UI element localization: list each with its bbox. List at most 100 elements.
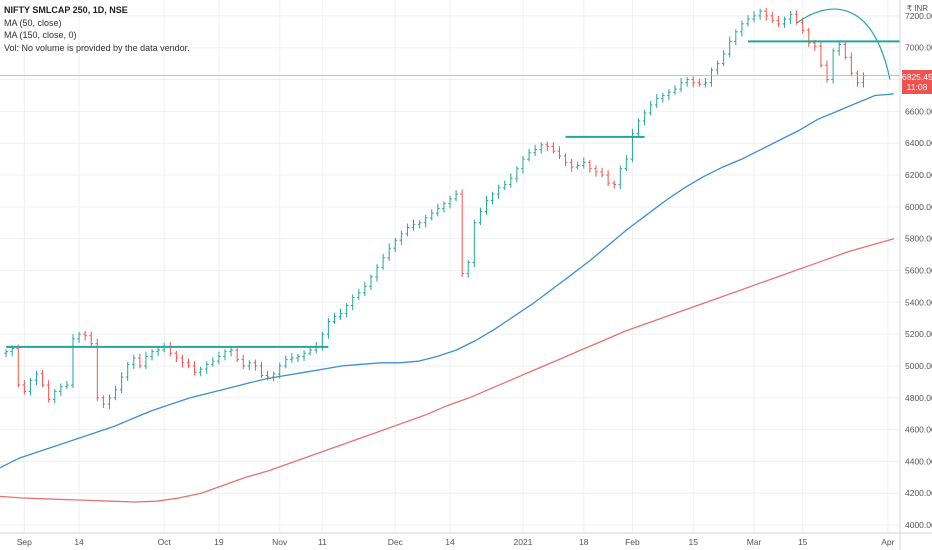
ohlc-bar[interactable] xyxy=(344,303,349,318)
ohlc-bar[interactable] xyxy=(284,355,288,369)
ohlc-bar[interactable] xyxy=(156,346,160,357)
ohlc-bar[interactable] xyxy=(192,361,197,376)
ohlc-bar[interactable] xyxy=(533,144,537,156)
ohlc-bar[interactable] xyxy=(697,78,702,87)
ohlc-bar[interactable] xyxy=(223,349,227,361)
arc-annotation[interactable] xyxy=(796,8,891,80)
ohlc-bar[interactable] xyxy=(101,395,106,409)
ohlc-bar[interactable] xyxy=(417,220,422,229)
ohlc-bar[interactable] xyxy=(253,359,258,371)
ohlc-bar[interactable] xyxy=(138,354,142,369)
ohlc-bar[interactable] xyxy=(125,361,130,382)
ohlc-bar[interactable] xyxy=(575,161,580,170)
ohlc-bar[interactable] xyxy=(521,155,525,174)
ohlc-bar[interactable] xyxy=(685,77,689,87)
ohlc-bar[interactable] xyxy=(204,361,209,374)
ohlc-bar[interactable] xyxy=(721,50,726,67)
ohlc-bar[interactable] xyxy=(600,167,604,178)
ohlc-bar[interactable] xyxy=(661,93,665,103)
ohlc-bar[interactable] xyxy=(606,170,610,187)
ohlc-bar[interactable] xyxy=(241,354,246,370)
ohlc-bar[interactable] xyxy=(588,159,592,173)
ohlc-bar[interactable] xyxy=(478,207,483,226)
ohlc-bar[interactable] xyxy=(168,342,173,357)
ohlc-bar[interactable] xyxy=(466,260,471,278)
legend-title[interactable]: NIFTY SMLCAP 250, 1D, NSE xyxy=(4,5,128,15)
ohlc-bar[interactable] xyxy=(369,274,373,291)
currency-label[interactable]: ₹ INR xyxy=(906,4,928,13)
ohlc-bar[interactable] xyxy=(800,17,805,34)
ohlc-bar[interactable] xyxy=(296,354,300,362)
ohlc-bar[interactable] xyxy=(642,109,647,126)
ohlc-bar[interactable] xyxy=(423,214,428,228)
ohlc-bar[interactable] xyxy=(788,11,793,24)
ohlc-bar[interactable] xyxy=(709,67,714,87)
ohlc-bar[interactable] xyxy=(71,334,75,389)
ohlc-bar[interactable] xyxy=(527,148,531,162)
ohlc-bar[interactable] xyxy=(290,353,294,363)
ohlc-bar[interactable] xyxy=(34,370,39,386)
ohlc-bar[interactable] xyxy=(758,8,762,20)
ohlc-bar[interactable] xyxy=(825,60,829,83)
ohlc-bar[interactable] xyxy=(782,16,787,28)
ohlc-bar[interactable] xyxy=(350,294,355,311)
ohlc-bar[interactable] xyxy=(271,371,276,382)
ohlc-bar[interactable] xyxy=(16,344,21,388)
ohlc-bar[interactable] xyxy=(144,351,148,370)
ohlc-bar[interactable] xyxy=(46,380,51,403)
ohlc-bar[interactable] xyxy=(727,36,732,58)
ohlc-bar[interactable] xyxy=(636,118,641,138)
ohlc-bar[interactable] xyxy=(673,85,677,95)
ohlc-bar[interactable] xyxy=(746,15,750,27)
ohlc-bar[interactable] xyxy=(502,180,507,191)
ohlc-bar[interactable] xyxy=(338,308,343,320)
ohlc-bar[interactable] xyxy=(740,20,744,37)
ohlc-bar[interactable] xyxy=(150,349,154,361)
legend-ma50[interactable]: MA (50, close) xyxy=(4,17,62,28)
ohlc-bar[interactable] xyxy=(460,189,464,277)
ohlc-bar[interactable] xyxy=(429,209,434,221)
ohlc-bar[interactable] xyxy=(819,42,823,68)
ohlc-bar[interactable] xyxy=(186,358,191,369)
ohlc-bar[interactable] xyxy=(119,372,124,393)
ohlc-bar[interactable] xyxy=(217,351,221,365)
ohlc-bar[interactable] xyxy=(198,366,203,377)
ohlc-bar[interactable] xyxy=(454,190,458,202)
ohlc-bar[interactable] xyxy=(837,41,841,56)
ohlc-bar[interactable] xyxy=(563,153,568,167)
ohlc-bar[interactable] xyxy=(691,76,696,88)
ohlc-bar[interactable] xyxy=(174,350,179,362)
ohlc-bar[interactable] xyxy=(411,219,416,231)
ohlc-bar[interactable] xyxy=(259,361,264,378)
ohlc-bar[interactable] xyxy=(131,354,136,370)
ohlc-bar[interactable] xyxy=(448,195,452,209)
ohlc-bar[interactable] xyxy=(569,159,574,172)
ohlc-bar[interactable] xyxy=(539,142,544,154)
ohlc-bar[interactable] xyxy=(363,281,367,296)
ohlc-bar[interactable] xyxy=(405,223,410,237)
ohlc-bar[interactable] xyxy=(509,173,513,188)
ohlc-bar[interactable] xyxy=(399,230,404,246)
ohlc-bar[interactable] xyxy=(22,380,27,395)
ohlc-bar[interactable] xyxy=(624,155,629,172)
ohlc-bar[interactable] xyxy=(752,11,756,23)
ohlc-bar[interactable] xyxy=(630,128,635,163)
ohlc-bar[interactable] xyxy=(831,48,835,84)
ohlc-bar[interactable] xyxy=(326,318,331,339)
ohlc-bar[interactable] xyxy=(375,264,379,282)
ohlc-bar[interactable] xyxy=(654,93,659,109)
ohlc-bar[interactable] xyxy=(776,15,781,28)
ohlc-bar[interactable] xyxy=(849,52,854,77)
ohlc-bar[interactable] xyxy=(770,11,775,24)
ohlc-bar[interactable] xyxy=(332,312,337,324)
ohlc-bar[interactable] xyxy=(89,331,94,347)
ohlc-bar[interactable] xyxy=(581,157,586,169)
ohlc-bar[interactable] xyxy=(40,369,45,388)
ohlc-bar[interactable] xyxy=(667,89,671,101)
ohlc-bar[interactable] xyxy=(107,394,112,409)
ohlc-bar[interactable] xyxy=(703,77,708,88)
ohlc-bar[interactable] xyxy=(180,354,185,368)
ohlc-bar[interactable] xyxy=(715,60,720,75)
ohlc-bar[interactable] xyxy=(59,383,63,397)
